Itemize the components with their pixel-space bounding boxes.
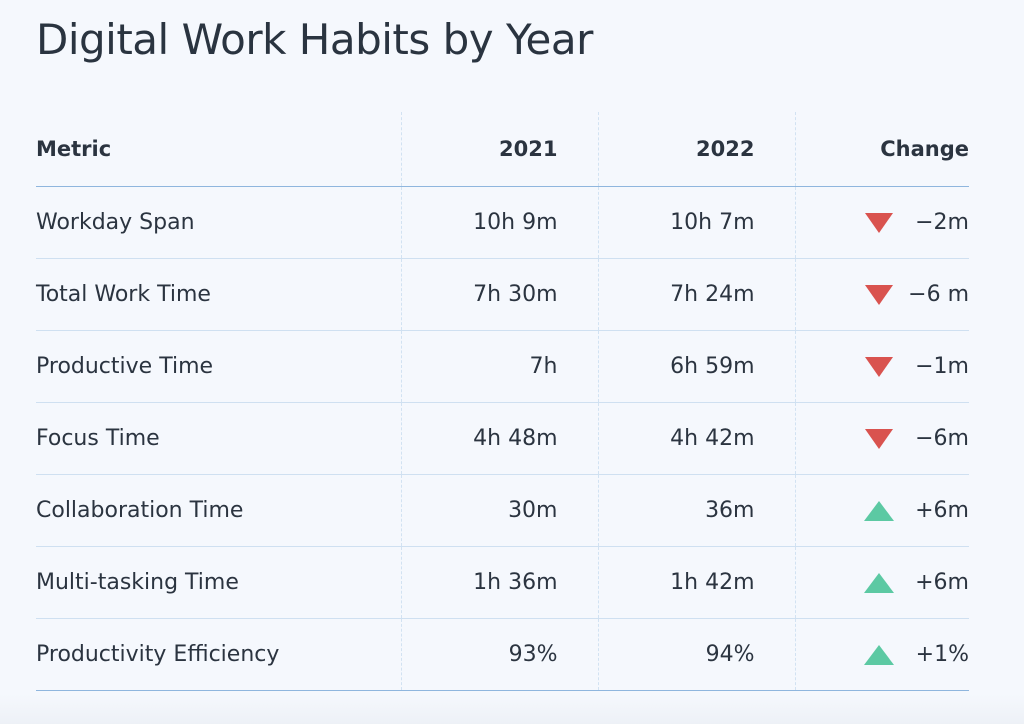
value-2022-cell: 36m <box>598 474 796 547</box>
table-row: Collaboration Time 30m 36m +6m <box>36 474 969 547</box>
value-2022-cell: 6h 59m <box>598 330 796 403</box>
table-row: Productivity Efficiency 93% 94% +1% <box>36 618 969 691</box>
change-wrapper: +6m <box>796 498 969 523</box>
change-wrapper: +1% <box>796 642 969 667</box>
change-cell: −1m <box>795 330 969 403</box>
triangle-up-icon <box>864 572 894 593</box>
header-2021: 2021 <box>401 112 599 187</box>
table-body: Workday Span 10h 9m 10h 7m −2m Total Work Ti… <box>36 186 969 691</box>
table-row: Productive Time 7h 6h 59m −1m <box>36 330 969 403</box>
change-indicator <box>864 644 894 665</box>
triangle-down-icon <box>865 284 893 305</box>
change-value: −1m <box>915 354 969 379</box>
value-2021-cell: 93% <box>401 618 599 691</box>
change-value: −2m <box>915 210 969 235</box>
table-row: Focus Time 4h 48m 4h 42m −6m <box>36 402 969 475</box>
habits-table: Metric 2021 2022 Change Workday Span 10h … <box>36 112 969 691</box>
bottom-shadow <box>0 694 1024 724</box>
change-wrapper: +6m <box>796 570 969 595</box>
change-value: +6m <box>915 570 969 595</box>
value-2022-cell: 94% <box>598 618 796 691</box>
triangle-down-icon <box>865 428 893 449</box>
metric-cell: Focus Time <box>36 402 402 475</box>
change-wrapper: −6m <box>796 426 969 451</box>
change-wrapper: −6 m <box>796 282 969 307</box>
header-2022: 2022 <box>598 112 796 187</box>
triangle-up-icon <box>864 644 894 665</box>
value-2021-cell: 1h 36m <box>401 546 599 619</box>
page-title: Digital Work Habits by Year <box>36 15 593 64</box>
table-row: Workday Span 10h 9m 10h 7m −2m <box>36 186 969 259</box>
change-cell: −2m <box>795 186 969 259</box>
value-2021-cell: 30m <box>401 474 599 547</box>
metric-cell: Productivity Efficiency <box>36 618 402 691</box>
change-indicator <box>864 284 894 305</box>
change-indicator <box>864 572 894 593</box>
habits-table-container: Metric 2021 2022 Change Workday Span 10h … <box>36 112 969 691</box>
change-value: +6m <box>915 498 969 523</box>
triangle-down-icon <box>865 356 893 377</box>
metric-cell: Total Work Time <box>36 258 402 331</box>
metric-cell: Collaboration Time <box>36 474 402 547</box>
header-row: Metric 2021 2022 Change <box>36 112 969 187</box>
change-indicator <box>864 356 894 377</box>
metric-cell: Multi-tasking Time <box>36 546 402 619</box>
triangle-up-icon <box>864 500 894 521</box>
value-2021-cell: 4h 48m <box>401 402 599 475</box>
change-cell: −6m <box>795 402 969 475</box>
change-cell: +1% <box>795 618 969 691</box>
change-cell: +6m <box>795 474 969 547</box>
value-2022-cell: 1h 42m <box>598 546 796 619</box>
change-cell: +6m <box>795 546 969 619</box>
metric-cell: Productive Time <box>36 330 402 403</box>
value-2021-cell: 7h <box>401 330 599 403</box>
value-2021-cell: 10h 9m <box>401 186 599 259</box>
change-cell: −6 m <box>795 258 969 331</box>
metric-cell: Workday Span <box>36 186 402 259</box>
change-value: +1% <box>915 642 969 667</box>
change-value: −6 m <box>908 282 969 307</box>
change-indicator <box>864 500 894 521</box>
change-indicator <box>864 428 894 449</box>
change-value: −6m <box>915 426 969 451</box>
table-row: Total Work Time 7h 30m 7h 24m −6 m <box>36 258 969 331</box>
value-2022-cell: 7h 24m <box>598 258 796 331</box>
value-2022-cell: 4h 42m <box>598 402 796 475</box>
change-wrapper: −1m <box>796 354 969 379</box>
change-wrapper: −2m <box>796 210 969 235</box>
value-2021-cell: 7h 30m <box>401 258 599 331</box>
value-2022-cell: 10h 7m <box>598 186 796 259</box>
header-change: Change <box>795 112 969 187</box>
change-indicator <box>864 212 894 233</box>
triangle-down-icon <box>865 212 893 233</box>
table-row: Multi-tasking Time 1h 36m 1h 42m +6m <box>36 546 969 619</box>
header-metric: Metric <box>36 112 402 187</box>
